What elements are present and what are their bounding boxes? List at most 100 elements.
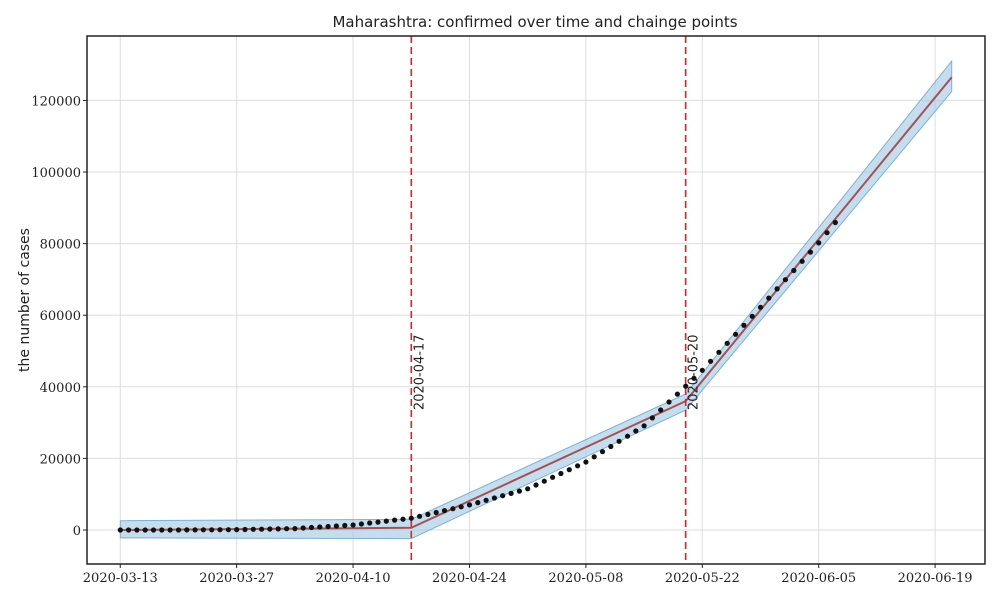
- observed-point: [599, 449, 606, 455]
- observed-point: [491, 495, 497, 501]
- observed-point: [832, 219, 838, 226]
- observed-point: [433, 509, 439, 516]
- y-tick-label: 80000: [40, 238, 81, 253]
- y-tick-label: 20000: [40, 452, 81, 467]
- confidence-band: [119, 59, 953, 540]
- observed-point: [807, 249, 814, 255]
- observed-point: [708, 358, 714, 364]
- observed-point: [192, 527, 198, 533]
- observed-point: [591, 454, 597, 460]
- observed-point: [259, 526, 265, 532]
- observed-point: [516, 488, 523, 494]
- observed-point: [342, 522, 348, 529]
- observed-point: [575, 463, 581, 469]
- observed-point: [525, 486, 531, 492]
- x-tick-label: 2020-04-10: [316, 571, 391, 586]
- y-tick-label: 60000: [40, 309, 81, 324]
- observed-point: [500, 493, 506, 499]
- observed-point: [417, 513, 423, 519]
- grid: [87, 36, 985, 564]
- observed-point: [824, 230, 830, 236]
- observed-point: [308, 524, 315, 531]
- y-tick-label: 120000: [31, 94, 81, 109]
- observed-point: [167, 527, 173, 533]
- observed-point: [616, 438, 622, 444]
- observed-point: [209, 527, 215, 533]
- observed-point: [375, 519, 381, 525]
- observed-point: [566, 467, 572, 473]
- observed-point: [292, 526, 298, 532]
- observed-point: [425, 511, 431, 517]
- observed-point: [200, 527, 206, 533]
- x-tick-label: 2020-06-05: [781, 571, 856, 586]
- observed-point: [458, 504, 464, 510]
- observed-point: [225, 527, 231, 533]
- y-axis-label: the number of cases: [17, 228, 33, 372]
- ticks-layer: 2020-03-13 2020-03-27 2020-04-10 2020-04-24…: [31, 94, 972, 586]
- observed-point: [649, 415, 656, 421]
- observed-point: [583, 459, 589, 465]
- chart-title: Maharashtra: confirmed over time and cha…: [332, 13, 737, 31]
- x-tick-label: 2020-04-24: [432, 571, 507, 586]
- observed-point: [641, 423, 647, 429]
- x-tick-label: 2020-05-22: [665, 571, 740, 586]
- observed-point: [175, 527, 182, 533]
- observed-point: [325, 523, 331, 530]
- observed-point: [333, 523, 339, 529]
- observed-point: [383, 518, 389, 524]
- observed-point: [749, 313, 755, 319]
- observed-point: [541, 478, 547, 484]
- observed-point: [666, 399, 672, 405]
- observed-point: [508, 490, 514, 496]
- observed-point: [142, 527, 148, 533]
- observed-point: [350, 522, 356, 528]
- observed-point: [358, 521, 364, 527]
- observed-point: [674, 391, 681, 397]
- observed-point: [624, 433, 631, 439]
- observed-point: [791, 267, 797, 274]
- observed-point: [441, 508, 448, 514]
- observed-point: [275, 526, 281, 532]
- observed-point: [724, 340, 730, 346]
- x-tick-label: 2020-03-13: [83, 571, 158, 586]
- y-tick-label: 40000: [40, 381, 81, 396]
- x-tick-label: 2020-03-27: [199, 571, 274, 586]
- change-point-label: 2020-04-17: [412, 335, 427, 411]
- plot-frame: [86, 35, 986, 565]
- observed-point: [150, 527, 157, 533]
- observed-point: [533, 482, 539, 488]
- observed-point: [367, 520, 373, 526]
- observed-point: [608, 443, 614, 450]
- observed-point: [392, 517, 398, 523]
- confidence-band-layer: [119, 59, 953, 540]
- observed-point: [691, 375, 697, 381]
- observed-point: [234, 527, 240, 533]
- observed-point: [558, 470, 564, 477]
- fit-line-layer: [120, 76, 953, 531]
- observed-point: [242, 526, 248, 533]
- change-point-layer: 2020-04-17 2020-05-20: [410, 36, 702, 564]
- y-tick-label: 0: [73, 524, 81, 539]
- observed-point: [284, 526, 290, 532]
- observed-points-layer: [117, 219, 838, 533]
- observed-point: [483, 497, 489, 503]
- observed-point: [774, 286, 780, 292]
- observed-point: [184, 527, 190, 533]
- observed-point: [267, 526, 273, 532]
- observed-point: [126, 527, 132, 533]
- x-tick-label: 2020-05-08: [548, 571, 623, 586]
- observed-point: [408, 515, 414, 521]
- observed-point: [799, 258, 805, 264]
- observed-point: [658, 407, 664, 413]
- y-tick-label: 100000: [31, 166, 81, 181]
- observed-point: [400, 516, 406, 522]
- observed-point: [134, 527, 140, 533]
- observed-point: [475, 500, 481, 506]
- observed-point: [766, 295, 772, 301]
- observed-point: [159, 527, 165, 533]
- observed-point: [716, 349, 722, 355]
- observed-point: [250, 526, 256, 532]
- observed-point: [816, 240, 822, 246]
- observed-point: [300, 525, 306, 531]
